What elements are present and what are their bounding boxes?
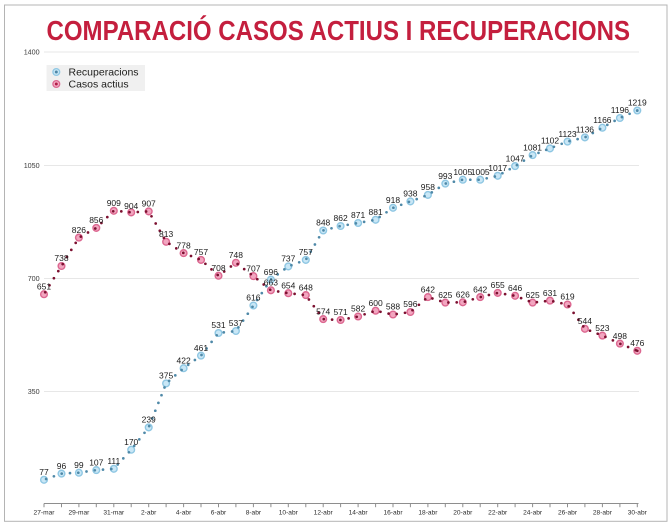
svg-text:778: 778	[177, 240, 191, 250]
svg-text:476: 476	[630, 338, 644, 348]
svg-text:1005: 1005	[471, 167, 490, 177]
svg-text:700: 700	[28, 274, 40, 283]
svg-text:588: 588	[386, 302, 400, 312]
svg-text:14-abr: 14-abr	[349, 510, 369, 517]
svg-text:6-abr: 6-abr	[211, 510, 227, 517]
svg-text:648: 648	[299, 282, 313, 292]
svg-text:422: 422	[177, 355, 191, 365]
svg-text:1123: 1123	[558, 129, 577, 139]
svg-text:655: 655	[491, 280, 505, 290]
svg-text:20-abr: 20-abr	[453, 510, 473, 517]
svg-text:881: 881	[369, 207, 383, 217]
svg-text:625: 625	[526, 290, 540, 300]
svg-text:619: 619	[560, 292, 574, 302]
svg-text:993: 993	[438, 171, 452, 181]
svg-text:938: 938	[403, 189, 417, 199]
svg-text:642: 642	[473, 284, 487, 294]
svg-text:748: 748	[229, 250, 243, 260]
svg-text:616: 616	[246, 293, 260, 303]
svg-text:1196: 1196	[611, 105, 630, 115]
svg-text:909: 909	[107, 198, 121, 208]
svg-text:18-abr: 18-abr	[418, 510, 438, 517]
svg-text:651: 651	[37, 281, 51, 291]
svg-text:1102: 1102	[541, 136, 560, 146]
svg-text:708: 708	[211, 263, 225, 273]
svg-text:531: 531	[211, 320, 225, 330]
svg-text:1400: 1400	[24, 48, 40, 57]
svg-text:COMPARACIÓ CASOS ACTIUS I RECU: COMPARACIÓ CASOS ACTIUS I RECUPERACIONS	[47, 15, 631, 46]
svg-text:523: 523	[595, 323, 609, 333]
svg-text:1081: 1081	[523, 142, 542, 152]
svg-text:1219: 1219	[628, 98, 647, 108]
svg-text:27-mar: 27-mar	[34, 510, 56, 517]
svg-text:631: 631	[543, 288, 557, 298]
svg-text:498: 498	[613, 331, 627, 341]
svg-text:29-mar: 29-mar	[68, 510, 90, 517]
svg-text:107: 107	[89, 457, 103, 467]
svg-text:856: 856	[89, 215, 103, 225]
svg-text:918: 918	[386, 195, 400, 205]
svg-text:871: 871	[351, 210, 365, 220]
svg-text:1047: 1047	[506, 153, 525, 163]
svg-text:813: 813	[159, 229, 173, 239]
svg-text:571: 571	[334, 307, 348, 317]
svg-text:12-abr: 12-abr	[314, 510, 334, 517]
svg-text:1017: 1017	[488, 163, 507, 173]
svg-text:826: 826	[72, 225, 86, 235]
svg-text:537: 537	[229, 318, 243, 328]
svg-text:4-abr: 4-abr	[176, 510, 192, 517]
svg-text:696: 696	[264, 267, 278, 277]
svg-text:1005: 1005	[453, 167, 472, 177]
svg-text:111: 111	[107, 456, 120, 466]
svg-text:2-abr: 2-abr	[141, 510, 157, 517]
svg-text:Recuperacions: Recuperacions	[69, 67, 139, 79]
svg-text:596: 596	[403, 299, 417, 309]
svg-text:Casos actius: Casos actius	[69, 79, 129, 91]
svg-text:1136: 1136	[576, 125, 595, 135]
svg-text:907: 907	[142, 199, 156, 209]
svg-text:375: 375	[159, 371, 173, 381]
svg-text:654: 654	[281, 280, 295, 290]
svg-text:30-abr: 30-abr	[628, 510, 648, 517]
svg-text:848: 848	[316, 218, 330, 228]
svg-text:1166: 1166	[593, 115, 612, 125]
svg-text:626: 626	[456, 290, 470, 300]
svg-text:582: 582	[351, 304, 365, 314]
svg-text:600: 600	[369, 298, 383, 308]
svg-text:24-abr: 24-abr	[523, 510, 543, 517]
svg-text:663: 663	[264, 278, 278, 288]
svg-text:757: 757	[299, 247, 313, 257]
svg-text:646: 646	[508, 283, 522, 293]
svg-text:77: 77	[39, 467, 49, 477]
svg-text:862: 862	[334, 213, 348, 223]
svg-text:544: 544	[578, 316, 592, 326]
svg-text:31-mar: 31-mar	[103, 510, 125, 517]
svg-text:738: 738	[54, 253, 68, 263]
svg-text:904: 904	[124, 201, 138, 211]
svg-text:1050: 1050	[24, 161, 40, 170]
svg-text:96: 96	[57, 461, 67, 471]
svg-text:239: 239	[142, 415, 156, 425]
svg-text:8-abr: 8-abr	[246, 510, 262, 517]
svg-text:350: 350	[28, 387, 40, 396]
svg-text:99: 99	[74, 460, 84, 470]
svg-text:22-abr: 22-abr	[488, 510, 508, 517]
svg-text:958: 958	[421, 182, 435, 192]
svg-text:10-abr: 10-abr	[279, 510, 299, 517]
svg-text:625: 625	[438, 290, 452, 300]
svg-text:28-abr: 28-abr	[593, 510, 613, 517]
svg-text:26-abr: 26-abr	[558, 510, 578, 517]
svg-text:707: 707	[246, 263, 260, 273]
svg-text:170: 170	[124, 437, 138, 447]
svg-text:16-abr: 16-abr	[383, 510, 403, 517]
svg-text:757: 757	[194, 247, 208, 257]
svg-text:642: 642	[421, 284, 435, 294]
svg-text:574: 574	[316, 306, 330, 316]
svg-text:737: 737	[281, 254, 295, 264]
svg-text:461: 461	[194, 343, 208, 353]
